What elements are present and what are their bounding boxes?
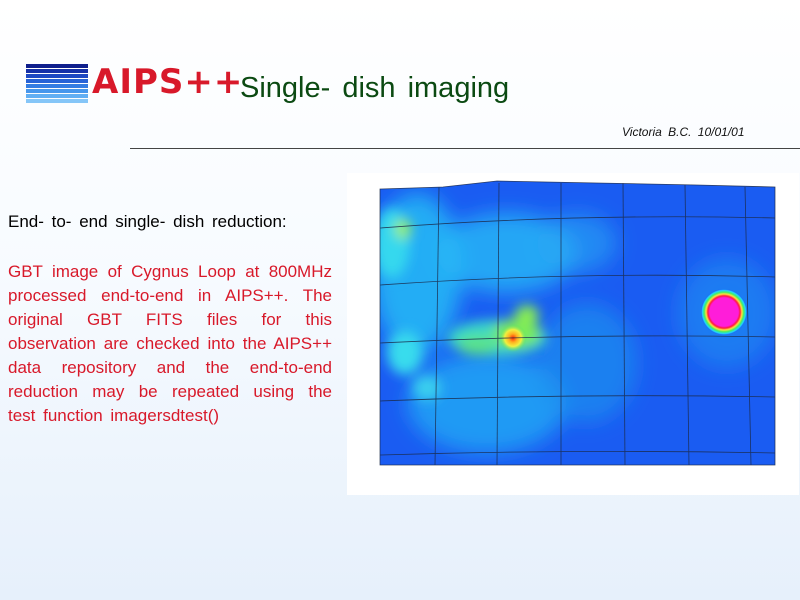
description-paragraph: GBT image of Cygnus Loop at 800MHz proce… xyxy=(8,262,332,425)
sky-map-figure xyxy=(379,180,776,466)
coordinate-grid xyxy=(379,180,776,466)
page-title: Single- dish imaging xyxy=(240,72,510,104)
aips-logo-text: AIPS++ xyxy=(92,62,244,102)
point-source xyxy=(701,289,747,335)
header-divider xyxy=(130,148,800,149)
aips-logo-bars-icon xyxy=(26,64,88,105)
section-heading: End- to- end single- dish reduction: xyxy=(8,212,287,231)
cygnus-loop-image xyxy=(347,173,799,495)
intensity-map xyxy=(380,181,775,465)
author-date: Victoria B.C. 10/01/01 xyxy=(622,125,745,139)
